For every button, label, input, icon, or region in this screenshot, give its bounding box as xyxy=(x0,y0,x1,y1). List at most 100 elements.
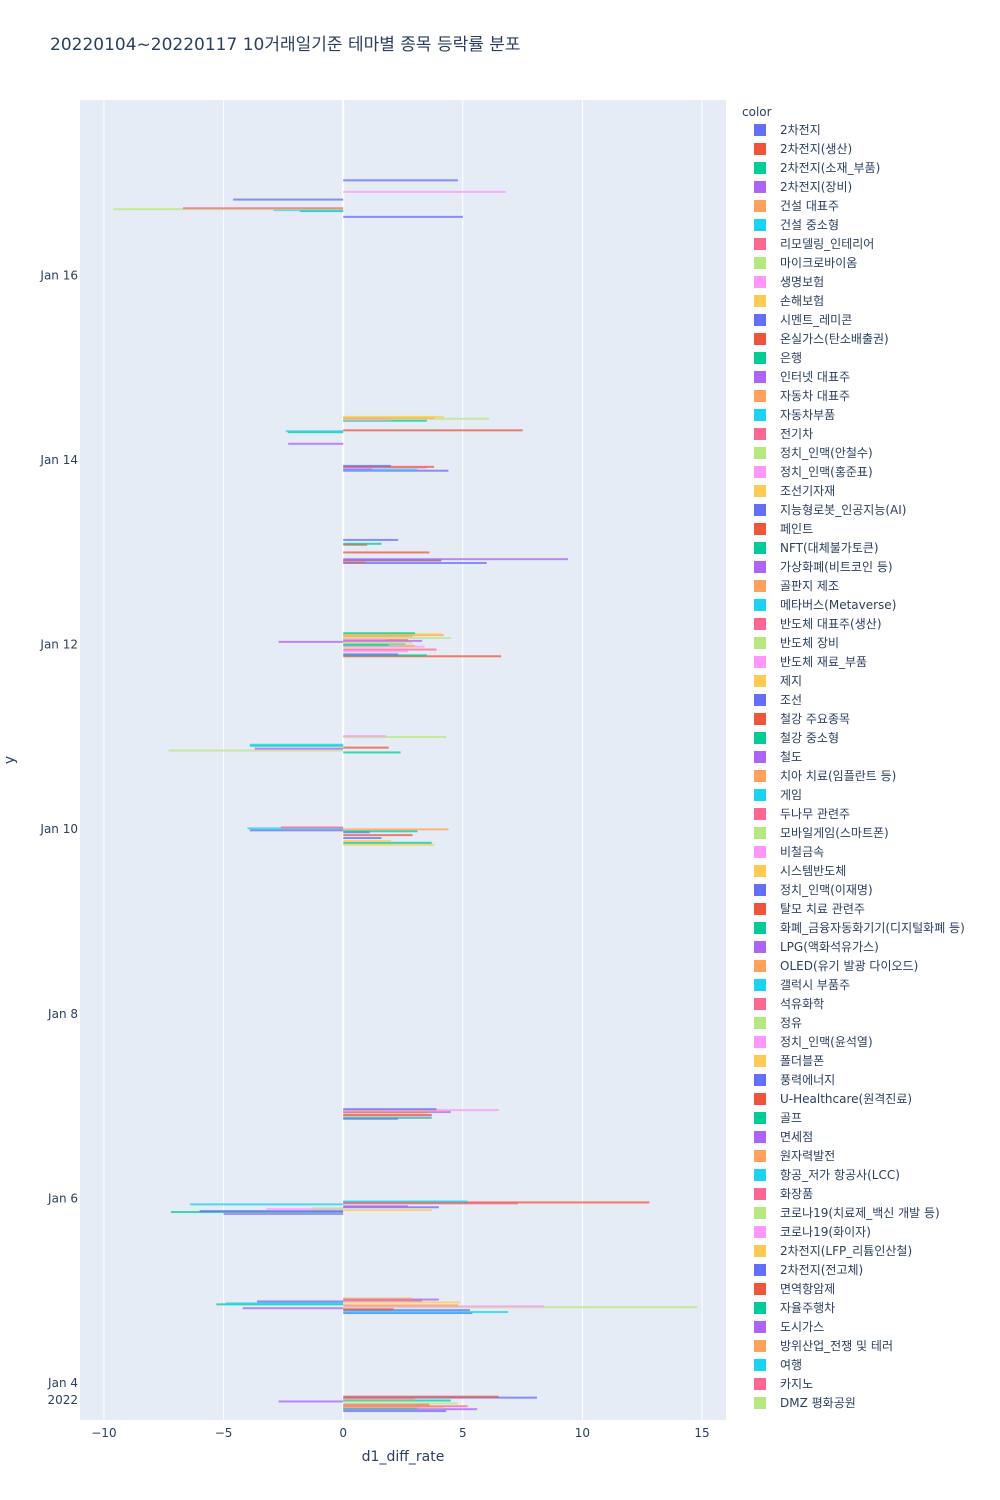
legend-swatch[interactable] xyxy=(754,219,766,231)
legend-swatch[interactable] xyxy=(754,1245,766,1257)
legend-swatch[interactable] xyxy=(754,1302,766,1314)
legend-item[interactable]: 방위산업_전쟁 및 테러 xyxy=(780,1339,893,1353)
legend-item[interactable]: 전기차 xyxy=(780,427,813,441)
legend-item[interactable]: 면역항암제 xyxy=(780,1282,835,1296)
legend-item[interactable]: 리모델링_인테리어 xyxy=(780,237,874,251)
legend-swatch[interactable] xyxy=(754,580,766,592)
legend-item[interactable]: 정치_인맥(윤석열) xyxy=(780,1035,873,1049)
legend-swatch[interactable] xyxy=(754,1397,766,1409)
legend-item[interactable]: 풍력에너지 xyxy=(780,1073,835,1087)
legend-item[interactable]: 도시가스 xyxy=(780,1320,824,1334)
legend-swatch[interactable] xyxy=(754,713,766,725)
legend-swatch[interactable] xyxy=(754,637,766,649)
legend-item[interactable]: 철도 xyxy=(780,750,802,764)
legend-swatch[interactable] xyxy=(754,390,766,402)
legend-swatch[interactable] xyxy=(754,694,766,706)
legend-item[interactable]: 항공_저가 항공사(LCC) xyxy=(780,1168,900,1182)
legend-item[interactable]: 게임 xyxy=(780,788,802,802)
legend-swatch[interactable] xyxy=(754,1131,766,1143)
legend-swatch[interactable] xyxy=(754,1226,766,1238)
legend-swatch[interactable] xyxy=(754,542,766,554)
legend-swatch[interactable] xyxy=(754,903,766,915)
legend-swatch[interactable] xyxy=(754,1074,766,1086)
legend-swatch[interactable] xyxy=(754,504,766,516)
legend-item[interactable]: NFT(대체불가토큰) xyxy=(780,541,879,555)
legend-item[interactable]: 자동차 대표주 xyxy=(780,389,850,403)
legend-swatch[interactable] xyxy=(754,371,766,383)
legend-swatch[interactable] xyxy=(754,1017,766,1029)
legend-item[interactable]: 철강 중소형 xyxy=(780,731,839,745)
legend-item[interactable]: 골프 xyxy=(780,1111,802,1125)
legend-item[interactable]: 생명보험 xyxy=(780,275,824,289)
legend-item[interactable]: 제지 xyxy=(780,674,802,688)
legend-item[interactable]: 원자력발전 xyxy=(780,1149,835,1163)
legend-item[interactable]: 손해보험 xyxy=(780,294,824,308)
legend-swatch[interactable] xyxy=(754,428,766,440)
legend-item[interactable]: DMZ 평화공원 xyxy=(780,1396,856,1410)
legend-item[interactable]: 인터넷 대표주 xyxy=(780,370,850,384)
legend-swatch[interactable] xyxy=(754,675,766,687)
legend-item[interactable]: 비철금속 xyxy=(780,845,824,859)
legend-item[interactable]: 두나무 관련주 xyxy=(780,807,850,821)
legend-item[interactable]: 건설 중소형 xyxy=(780,218,839,232)
legend-swatch[interactable] xyxy=(754,561,766,573)
legend-item[interactable]: 반도체 장비 xyxy=(780,636,839,650)
legend-swatch[interactable] xyxy=(754,523,766,535)
legend-swatch[interactable] xyxy=(754,409,766,421)
legend-item[interactable]: 자율주행차 xyxy=(780,1300,835,1315)
legend-swatch[interactable] xyxy=(754,656,766,668)
legend-swatch[interactable] xyxy=(754,200,766,212)
legend-swatch[interactable] xyxy=(754,333,766,345)
legend-swatch[interactable] xyxy=(754,865,766,877)
legend-item[interactable]: 면세점 xyxy=(780,1130,813,1144)
legend-item[interactable]: 철강 주요종목 xyxy=(780,712,850,726)
legend-item[interactable]: 마이크로바이옴 xyxy=(780,256,857,270)
legend-item[interactable]: 카지노 xyxy=(780,1377,813,1391)
legend-swatch[interactable] xyxy=(754,751,766,763)
legend-swatch[interactable] xyxy=(754,1378,766,1390)
legend-swatch[interactable] xyxy=(754,599,766,611)
legend-swatch[interactable] xyxy=(754,1169,766,1181)
legend-swatch[interactable] xyxy=(754,238,766,250)
legend-item[interactable]: 모바일게임(스마트폰) xyxy=(780,826,889,840)
legend-item[interactable]: 치아 치료(임플란트 등) xyxy=(780,769,896,783)
legend-swatch[interactable] xyxy=(754,1264,766,1276)
legend-item[interactable]: 정유 xyxy=(780,1016,802,1030)
legend-item[interactable]: 화장품 xyxy=(780,1187,813,1201)
legend-item[interactable]: 코로나19(화이자) xyxy=(780,1225,871,1239)
legend-swatch[interactable] xyxy=(754,257,766,269)
legend-item[interactable]: 메타버스(Metaverse) xyxy=(780,598,896,612)
legend-item[interactable]: 반도체 재료_부품 xyxy=(780,655,867,669)
legend-item[interactable]: 석유화학 xyxy=(780,997,824,1011)
legend-item[interactable]: 2차전지(장비) xyxy=(780,180,852,194)
legend-item[interactable]: 폴더블폰 xyxy=(780,1054,824,1068)
legend-item[interactable]: 2차전지(생산) xyxy=(780,142,852,156)
legend-swatch[interactable] xyxy=(754,276,766,288)
legend-item[interactable]: 여행 xyxy=(780,1357,802,1372)
legend-item[interactable]: 골판지 제조 xyxy=(780,579,839,593)
legend-swatch[interactable] xyxy=(754,884,766,896)
legend-item[interactable]: 은행 xyxy=(780,350,802,365)
legend-swatch[interactable] xyxy=(754,1093,766,1105)
legend-swatch[interactable] xyxy=(754,960,766,972)
legend-item[interactable]: 건설 대표주 xyxy=(780,199,839,213)
legend-swatch[interactable] xyxy=(754,941,766,953)
legend-swatch[interactable] xyxy=(754,1036,766,1048)
legend-item[interactable]: 2차전지(소재_부품) xyxy=(780,161,880,175)
legend-swatch[interactable] xyxy=(754,732,766,744)
legend-swatch[interactable] xyxy=(754,1340,766,1352)
legend-item[interactable]: 정치_인맥(홍준표) xyxy=(780,465,873,479)
legend-swatch[interactable] xyxy=(754,181,766,193)
legend-swatch[interactable] xyxy=(754,1112,766,1124)
legend-swatch[interactable] xyxy=(754,1283,766,1295)
legend-swatch[interactable] xyxy=(754,808,766,820)
legend-swatch[interactable] xyxy=(754,770,766,782)
legend-item[interactable]: 정치_인맥(안철수) xyxy=(780,446,873,460)
legend-item[interactable]: LPG(액화석유가스) xyxy=(780,940,879,954)
legend-swatch[interactable] xyxy=(754,1207,766,1219)
legend-item[interactable]: 시스템반도체 xyxy=(780,864,846,878)
legend-swatch[interactable] xyxy=(754,1359,766,1371)
legend-swatch[interactable] xyxy=(754,314,766,326)
legend-item[interactable]: 조선 xyxy=(780,693,802,707)
legend-item[interactable]: 지능형로봇_인공지능(AI) xyxy=(780,503,906,517)
